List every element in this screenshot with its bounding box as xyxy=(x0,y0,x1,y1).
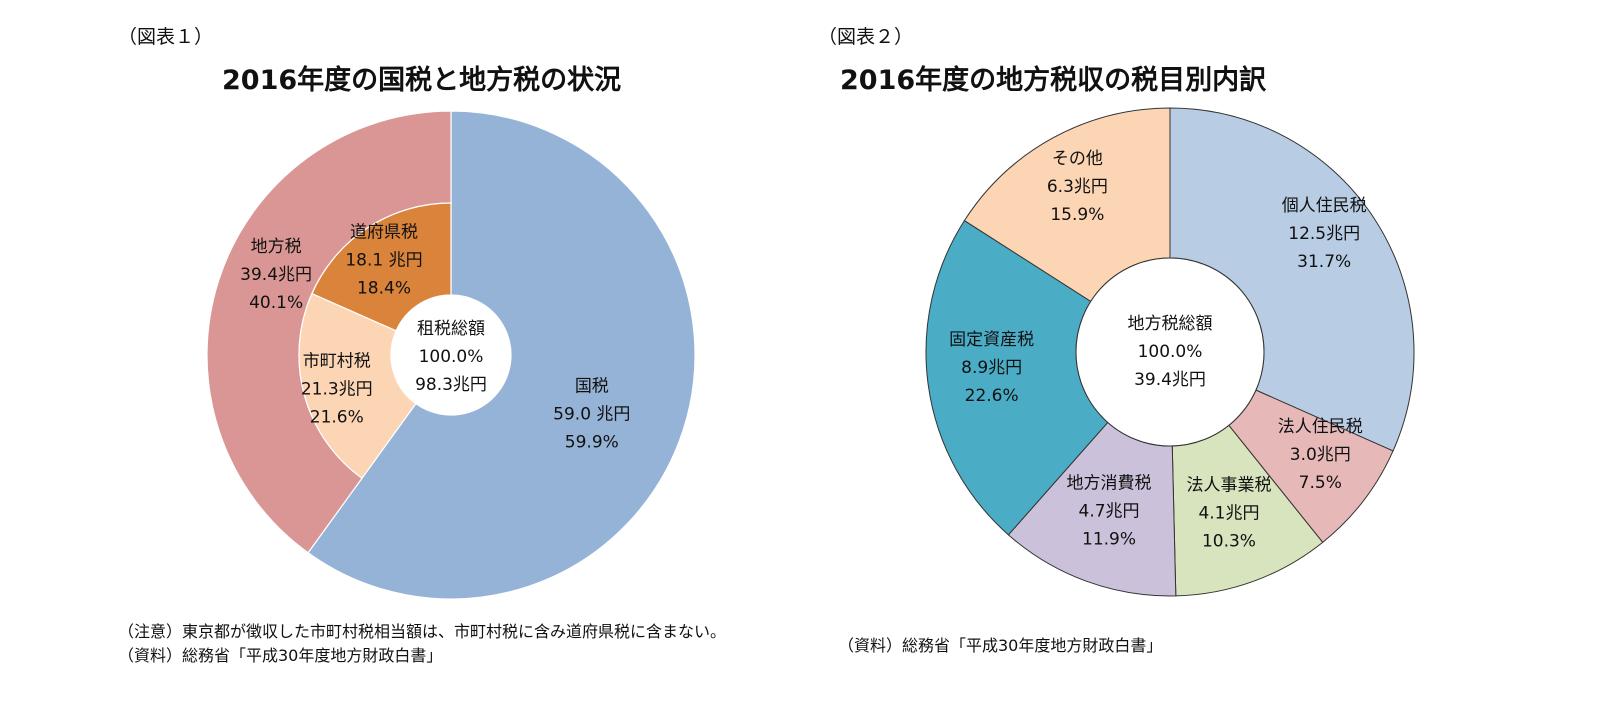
label-fixed-asset-tax-line-1: 8.9兆円 xyxy=(961,358,1022,378)
label-national-tax-line-2: 59.9% xyxy=(565,433,619,453)
figure-2-source: （資料）総務省「平成30年度地方財政白書」 xyxy=(838,636,1163,655)
center-label: 租税総額 100.0% 98.3兆円 xyxy=(415,319,487,395)
label-individual-resident-tax-line-1: 12.5兆円 xyxy=(1288,224,1360,244)
figure-1-label: （図表１） xyxy=(118,26,214,48)
figure-2-panel: （図表２） 2016年度の地方税収の税目別内訳 個人住民税 12.5兆円 31.7%… xyxy=(800,0,1598,723)
figure-1-source: （資料）総務省「平成30年度地方財政白書」 xyxy=(118,646,443,665)
figure-2-label: （図表２） xyxy=(818,26,914,48)
center-label-line-0: 租税総額 xyxy=(417,319,485,339)
label-local-tax-line-0: 地方税 xyxy=(251,237,302,257)
label-corporate-enterprise-tax-line-2: 10.3% xyxy=(1202,532,1256,552)
label-national-tax: 国税 59.0 兆円 59.9% xyxy=(553,377,630,453)
center-label-line-1: 100.0% xyxy=(1138,342,1203,362)
label-prefectural-tax-line-0: 道府県税 xyxy=(350,223,418,243)
label-local-consumption-tax-line-0: 地方消費税 xyxy=(1067,474,1152,494)
label-other: その他 6.3兆円 15.9% xyxy=(1047,149,1108,225)
figure-1-note-1: （注意）東京都が徴収した市町村税相当額は、市町村税に含み道府県税に含まない。 xyxy=(118,622,727,641)
label-other-line-2: 15.9% xyxy=(1050,205,1104,225)
label-other-line-1: 6.3兆円 xyxy=(1047,177,1108,197)
label-corporate-enterprise-tax: 法人事業税 4.1兆円 10.3% xyxy=(1186,476,1271,552)
label-fixed-asset-tax: 固定資産税 8.9兆円 22.6% xyxy=(949,330,1034,406)
label-local-tax: 地方税 39.4兆円 40.1% xyxy=(240,237,312,313)
label-national-tax-line-0: 国税 xyxy=(575,377,609,397)
label-municipal-tax-line-2: 21.6% xyxy=(310,407,364,427)
center-hole xyxy=(1075,257,1265,447)
label-municipal-tax-line-1: 21.3兆円 xyxy=(301,379,373,399)
figure-2-title: 2016年度の地方税収の税目別内訳 xyxy=(840,65,1267,96)
label-local-tax-line-1: 39.4兆円 xyxy=(240,265,312,285)
label-corporate-resident-tax-line-1: 3.0兆円 xyxy=(1290,445,1351,465)
label-other-line-0: その他 xyxy=(1052,149,1103,169)
center-label-line-0: 地方税総額 xyxy=(1128,314,1213,334)
label-corporate-enterprise-tax-line-0: 法人事業税 xyxy=(1186,476,1271,496)
label-fixed-asset-tax-line-0: 固定資産税 xyxy=(949,330,1034,350)
label-corporate-resident-tax-line-2: 7.5% xyxy=(1299,473,1342,493)
label-municipal-tax: 市町村税 21.3兆円 21.6% xyxy=(301,351,373,427)
label-individual-resident-tax: 個人住民税 12.5兆円 31.7% xyxy=(1282,196,1367,272)
figure-1-panel: （図表１） 2016年度の国税と地方税の状況 国税 59.0 兆円 59.9% 地方税… xyxy=(118,26,727,665)
label-local-consumption-tax-line-2: 11.9% xyxy=(1082,530,1136,550)
label-local-consumption-tax-line-1: 4.7兆円 xyxy=(1079,502,1140,522)
label-local-consumption-tax: 地方消費税 4.7兆円 11.9% xyxy=(1067,474,1152,550)
figure-2-donut-chart: 個人住民税 12.5兆円 31.7% 法人住民税 3.0兆円 7.5% 法人事業税 4.1兆円… xyxy=(925,107,1415,597)
label-individual-resident-tax-line-0: 個人住民税 xyxy=(1282,196,1367,216)
figure-1-donut-chart: 国税 59.0 兆円 59.9% 地方税 39.4兆円 40.1% 道府県税 18.1 兆円 1… xyxy=(206,110,696,600)
label-prefectural-tax-line-1: 18.1 兆円 xyxy=(345,251,422,271)
label-prefectural-tax-line-2: 18.4% xyxy=(357,279,411,299)
label-corporate-resident-tax: 法人住民税 3.0兆円 7.5% xyxy=(1278,417,1363,493)
figure-1-title: 2016年度の国税と地方税の状況 xyxy=(222,65,622,96)
label-national-tax-line-1: 59.0 兆円 xyxy=(553,405,630,425)
center-label-line-1: 100.0% xyxy=(419,347,484,367)
label-municipal-tax-line-0: 市町村税 xyxy=(303,351,371,371)
label-corporate-resident-tax-line-0: 法人住民税 xyxy=(1278,417,1363,437)
center-hole xyxy=(391,295,511,415)
center-label-line-2: 98.3兆円 xyxy=(415,375,487,395)
label-local-tax-line-2: 40.1% xyxy=(249,293,303,313)
label-individual-resident-tax-line-2: 31.7% xyxy=(1297,252,1351,272)
label-corporate-enterprise-tax-line-1: 4.1兆円 xyxy=(1198,504,1259,524)
label-prefectural-tax: 道府県税 18.1 兆円 18.4% xyxy=(345,223,422,299)
center-label: 地方税総額 100.0% 39.4兆円 xyxy=(1128,314,1213,390)
label-fixed-asset-tax-line-2: 22.6% xyxy=(965,386,1019,406)
center-label-line-2: 39.4兆円 xyxy=(1134,370,1206,390)
